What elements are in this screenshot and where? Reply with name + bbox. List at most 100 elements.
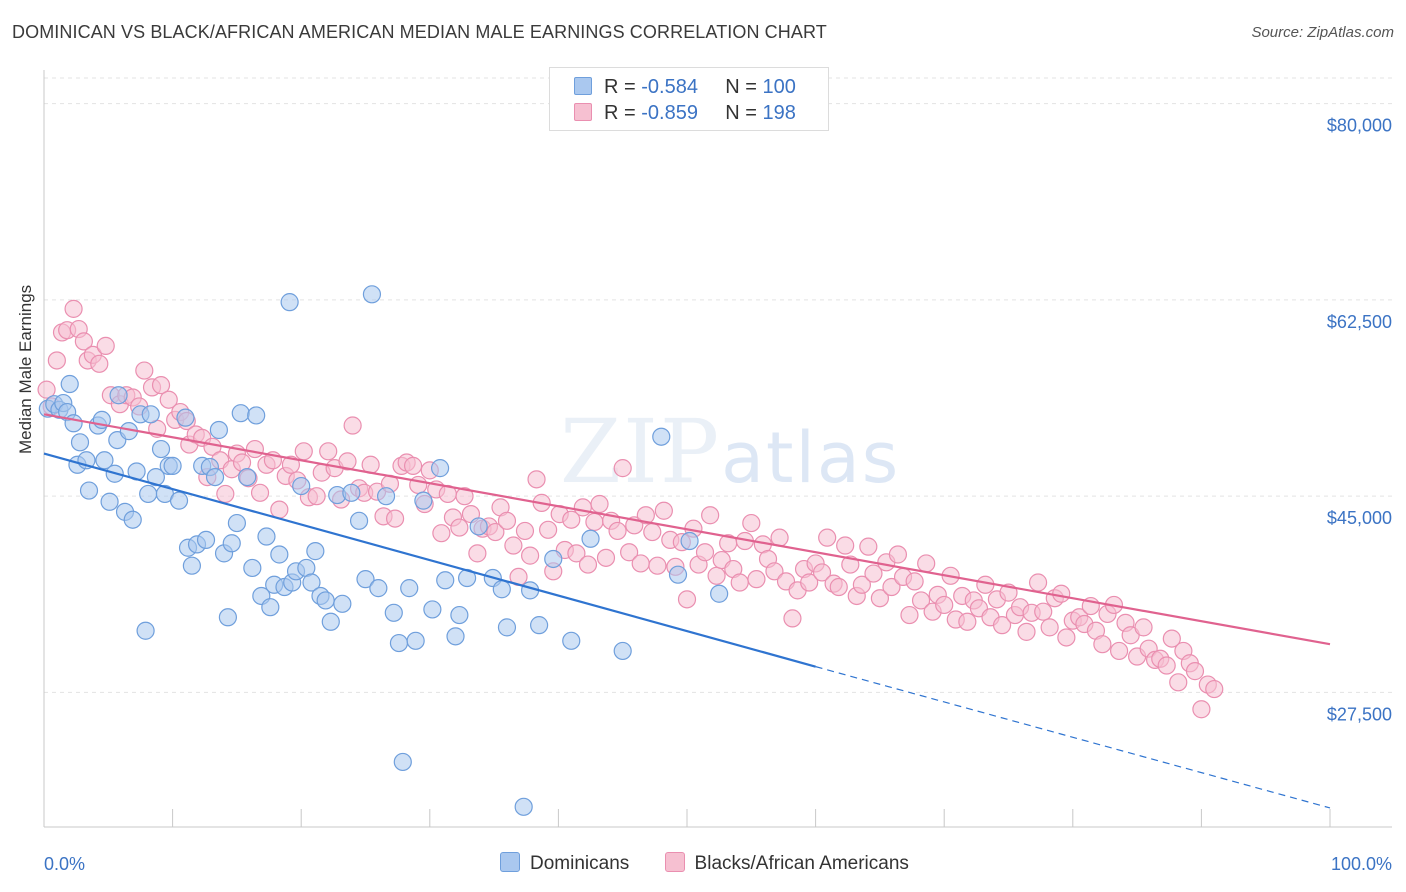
data-point-blacks bbox=[1034, 602, 1053, 621]
data-point-blacks bbox=[1185, 662, 1205, 681]
data-point-blacks bbox=[608, 521, 627, 541]
data-point-dominicans bbox=[280, 293, 299, 312]
data-point-dominicans bbox=[151, 439, 171, 459]
y-axis-label: Median Male Earnings bbox=[16, 284, 35, 454]
data-point-dominicans bbox=[446, 627, 465, 646]
legend-label-blacks: Blacks/African Americans bbox=[694, 853, 909, 874]
x-tick-label-min: 0.0% bbox=[44, 854, 85, 874]
data-point-blacks bbox=[636, 506, 655, 525]
data-point-dominicans bbox=[450, 605, 469, 625]
x-tick-label-max: 100.0% bbox=[1331, 854, 1392, 874]
data-point-blacks bbox=[905, 572, 924, 591]
data-point-dominicans bbox=[369, 579, 388, 598]
data-point-dominicans bbox=[414, 491, 433, 510]
data-point-blacks bbox=[631, 554, 650, 573]
data-point-blacks bbox=[882, 577, 901, 597]
data-point-dominicans bbox=[292, 476, 311, 496]
data-point-dominicans bbox=[316, 591, 335, 610]
data-point-dominicans bbox=[613, 641, 632, 661]
data-point-blacks bbox=[216, 484, 235, 504]
watermark-atlas: atlas bbox=[721, 417, 901, 499]
legend-item-blacks[interactable]: Blacks/African Americans bbox=[664, 852, 909, 875]
data-point-blacks bbox=[654, 501, 673, 520]
legend-swatch-blue bbox=[574, 77, 592, 95]
data-point-dominicans bbox=[376, 487, 396, 506]
data-point-blacks bbox=[1169, 673, 1188, 692]
watermark-zip: ZIP bbox=[560, 400, 722, 503]
data-point-blacks bbox=[958, 612, 977, 631]
data-point-dominicans bbox=[321, 612, 340, 631]
data-point-blacks bbox=[578, 555, 598, 574]
data-point-blacks bbox=[486, 522, 505, 542]
data-point-dominicans bbox=[123, 510, 142, 529]
data-point-dominicans bbox=[400, 579, 419, 598]
data-point-blacks bbox=[695, 543, 715, 562]
data-point-blacks bbox=[135, 361, 154, 380]
legend-r-label: R = bbox=[604, 102, 642, 124]
data-point-dominicans bbox=[544, 549, 563, 569]
legend-item-dominicans[interactable]: Dominicans bbox=[500, 852, 629, 875]
data-point-blacks bbox=[74, 332, 93, 351]
data-point-blacks bbox=[573, 498, 592, 517]
series-dominicans bbox=[38, 285, 729, 816]
data-point-dominicans bbox=[423, 600, 442, 619]
legend-row-blacks: R = -0.859 N = 198 bbox=[574, 102, 796, 128]
data-point-blacks bbox=[521, 546, 540, 565]
data-point-dominicans bbox=[680, 531, 699, 551]
data-point-dominicans bbox=[64, 414, 83, 433]
data-point-dominicans bbox=[302, 573, 321, 592]
data-point-blacks bbox=[270, 500, 289, 519]
data-point-blacks bbox=[701, 506, 720, 525]
trend-line-dominicans bbox=[43, 452, 816, 668]
data-point-blacks bbox=[567, 544, 586, 563]
data-point-dominicans bbox=[514, 797, 533, 816]
data-point-dominicans bbox=[406, 631, 425, 650]
data-point-dominicans bbox=[60, 374, 79, 394]
data-point-dominicans bbox=[176, 408, 195, 427]
data-point-blacks bbox=[1052, 584, 1071, 603]
data-point-dominicans bbox=[430, 459, 450, 478]
data-point-blacks bbox=[585, 512, 604, 532]
data-point-dominicans bbox=[227, 513, 246, 533]
y-tick-label: $80,000 bbox=[1327, 116, 1392, 136]
data-point-dominicans bbox=[492, 580, 511, 599]
legend-n-label: N = bbox=[725, 102, 763, 124]
data-point-blacks bbox=[432, 524, 451, 543]
data-point-dominicans bbox=[668, 565, 688, 584]
data-point-blacks bbox=[338, 452, 357, 471]
data-point-blacks bbox=[1057, 628, 1076, 647]
data-point-dominicans bbox=[349, 511, 369, 530]
data-point-blacks bbox=[47, 351, 66, 370]
data-point-blacks bbox=[468, 544, 487, 563]
legend-n-value: 198 bbox=[762, 102, 796, 124]
data-point-dominicans bbox=[384, 603, 403, 622]
data-point-blacks bbox=[64, 299, 83, 318]
data-point-blacks bbox=[37, 380, 56, 399]
data-point-blacks bbox=[992, 616, 1012, 635]
trend-line-blacks bbox=[43, 413, 1331, 646]
data-point-dominicans bbox=[243, 558, 262, 578]
data-point-blacks bbox=[1109, 641, 1129, 661]
data-point-blacks bbox=[917, 554, 936, 573]
data-point-blacks bbox=[343, 416, 362, 435]
data-point-blacks bbox=[527, 470, 546, 489]
data-point-blacks bbox=[829, 577, 848, 597]
data-point-dominicans bbox=[389, 633, 409, 653]
data-point-blacks bbox=[159, 390, 178, 409]
data-point-blacks bbox=[1093, 635, 1112, 654]
series-legend: Dominicans Blacks/African Americans bbox=[500, 852, 939, 875]
data-point-blacks bbox=[245, 439, 265, 459]
data-point-dominicans bbox=[79, 481, 99, 500]
data-point-dominicans bbox=[530, 616, 549, 635]
data-point-dominicans bbox=[710, 584, 729, 603]
data-point-blacks bbox=[307, 487, 326, 506]
data-point-blacks bbox=[742, 513, 761, 533]
data-point-blacks bbox=[90, 354, 109, 373]
data-point-dominicans bbox=[581, 529, 600, 548]
data-point-dominicans bbox=[163, 456, 182, 475]
data-point-blacks bbox=[613, 459, 632, 478]
data-point-dominicans bbox=[109, 386, 128, 405]
trend-lines bbox=[43, 413, 1331, 809]
data-point-blacks bbox=[1017, 622, 1036, 641]
data-point-dominicans bbox=[261, 598, 280, 617]
